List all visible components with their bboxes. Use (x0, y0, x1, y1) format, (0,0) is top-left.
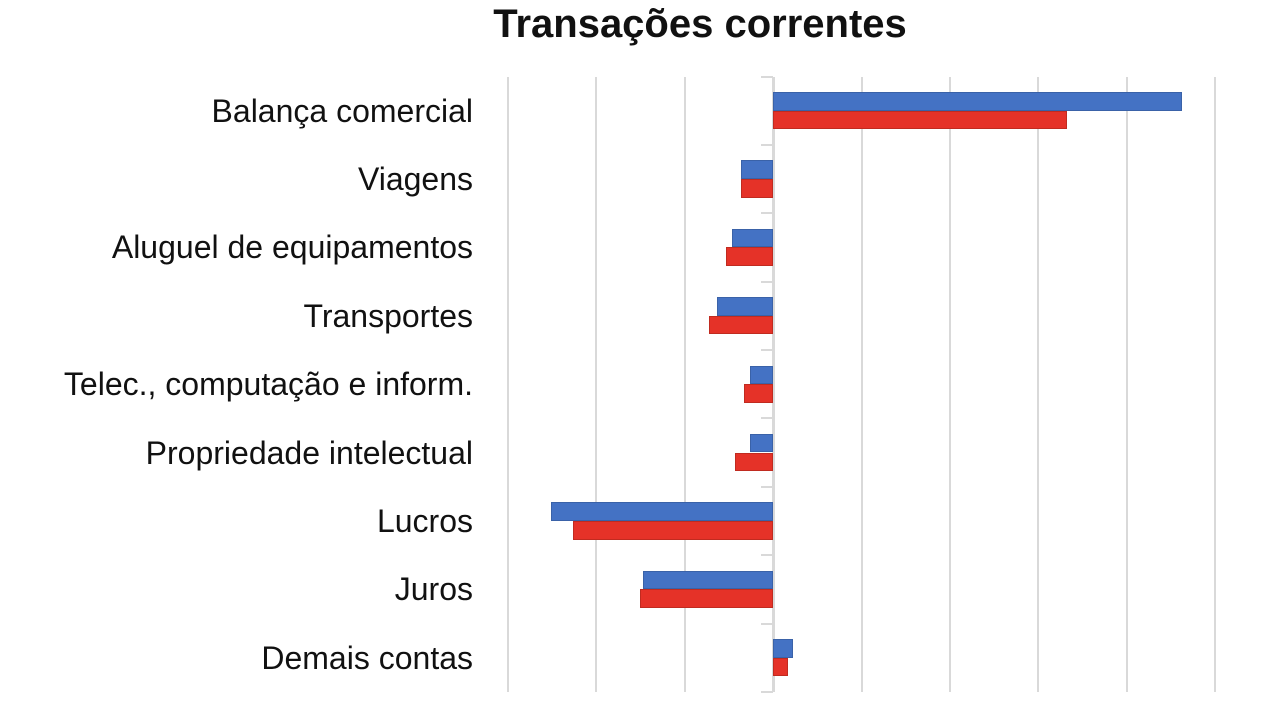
bar-series-blue (551, 502, 774, 521)
axis-tick (761, 691, 774, 693)
bar-series-red (709, 315, 774, 335)
bar-series-red (773, 110, 1068, 130)
bar-series-blue (750, 365, 774, 385)
bar-series-red (726, 247, 774, 266)
axis-tick (761, 622, 774, 625)
axis-tick (761, 75, 774, 78)
gridline (1214, 76, 1216, 692)
axis-tick (761, 280, 774, 283)
category-label: Transportes (303, 297, 473, 334)
category-label: Aluguel de equipamentos (111, 229, 473, 266)
axis-tick (761, 554, 774, 557)
bar-series-red (572, 521, 774, 540)
bar-series-blue (750, 433, 774, 453)
category-label: Demais contas (261, 639, 473, 676)
category-label: Propriedade intelectual (145, 434, 473, 471)
category-label: Balança comercial (211, 92, 473, 129)
bar-series-red (773, 657, 789, 677)
chart-title: Transações correntes (493, 2, 907, 46)
bar-series-red (743, 384, 774, 403)
bar-series-blue (643, 570, 774, 590)
gridline (683, 76, 686, 692)
category-label: Juros (394, 571, 473, 608)
gridline (507, 76, 509, 692)
gridline (860, 76, 863, 692)
axis-tick (761, 349, 774, 352)
bar-series-blue (717, 297, 774, 316)
bar-series-blue (741, 160, 774, 179)
axis-tick (761, 143, 774, 146)
gridline (948, 76, 951, 692)
bar-series-red (741, 179, 774, 198)
gridline (595, 76, 598, 692)
gridline (1037, 76, 1040, 692)
gridline (1125, 76, 1128, 692)
bar-series-blue (732, 228, 774, 248)
axis-tick (761, 417, 774, 420)
bar-series-blue (773, 639, 793, 658)
category-label: Viagens (357, 161, 473, 198)
axis-tick (761, 485, 774, 488)
x-axis-zero-line (771, 76, 775, 692)
axis-tick (761, 212, 774, 215)
category-label: Lucros (376, 503, 473, 540)
category-label: Telec., computação e inform. (63, 366, 473, 403)
bar-series-red (639, 589, 774, 608)
bar-series-blue (773, 92, 1183, 111)
bar-series-red (735, 452, 774, 472)
